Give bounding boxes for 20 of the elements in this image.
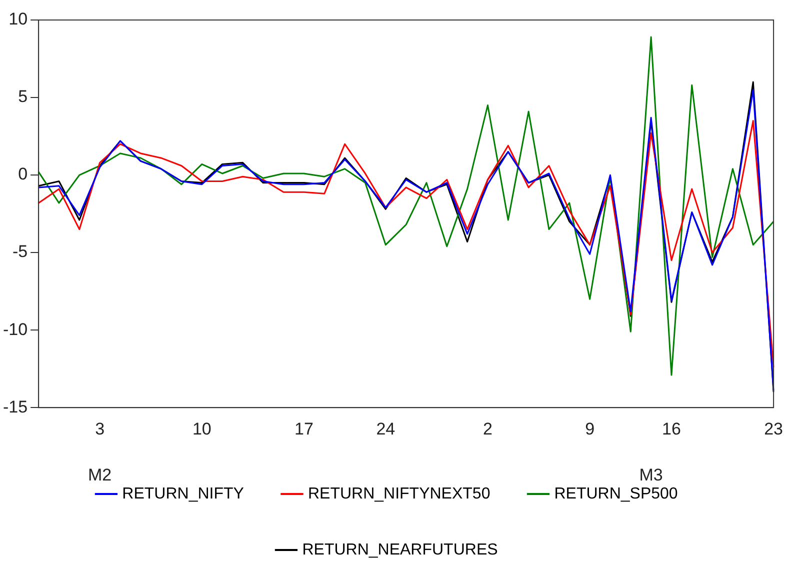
y-tick-label: -15 bbox=[2, 397, 28, 416]
legend-label: RETURN_NIFTY bbox=[122, 485, 244, 502]
legend-label: RETURN_SP500 bbox=[554, 485, 678, 502]
x-tick-label: 17 bbox=[294, 419, 314, 438]
y-tick-label: -10 bbox=[2, 320, 28, 339]
legend-label: RETURN_NEARFUTURES bbox=[302, 541, 498, 558]
text: M2 bbox=[88, 465, 112, 484]
x-tick-label: 9 bbox=[585, 419, 595, 438]
text: M3 bbox=[639, 465, 663, 484]
x-tick-label: 2 bbox=[482, 419, 492, 438]
legend-label: RETURN_NIFTYNEXT50 bbox=[308, 485, 490, 502]
y-tick-label: -5 bbox=[12, 242, 28, 262]
y-tick-label: 0 bbox=[18, 164, 28, 184]
y-tick-label: 10 bbox=[8, 10, 28, 29]
x-tick-label: 24 bbox=[376, 419, 396, 438]
x-tick-label: 23 bbox=[764, 419, 784, 438]
x-tick-label: 3 bbox=[95, 419, 105, 438]
y-tick-label: 5 bbox=[18, 87, 28, 106]
x-tick-label: 16 bbox=[662, 419, 681, 438]
x-tick-label: 10 bbox=[192, 419, 212, 438]
